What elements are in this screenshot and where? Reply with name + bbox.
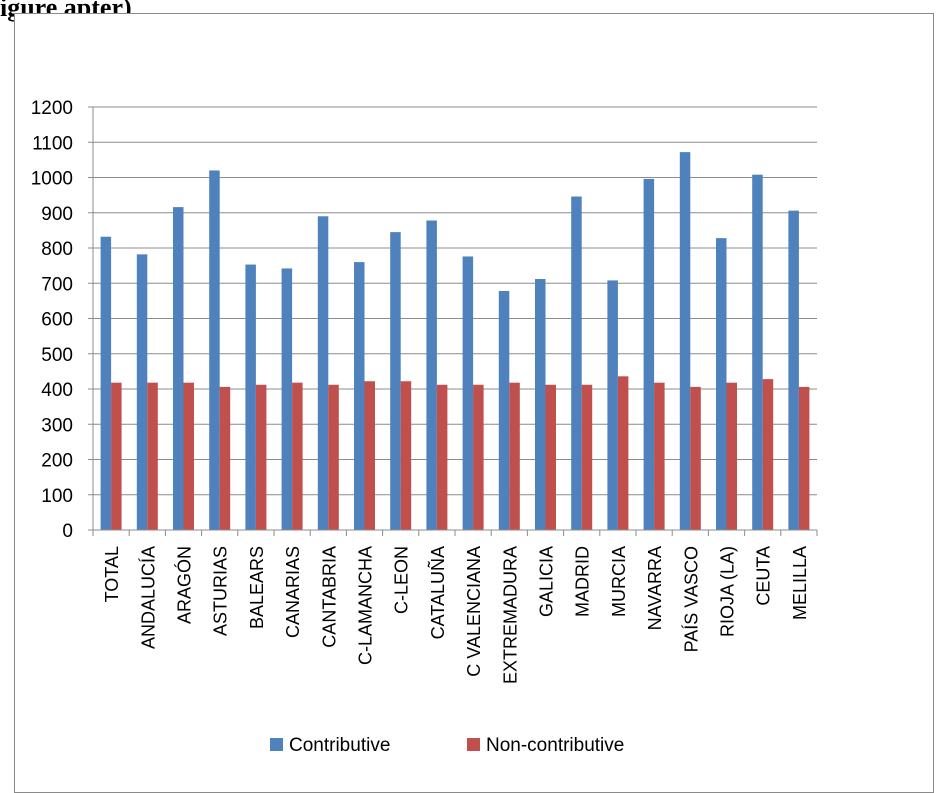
contributive-bar	[498, 291, 510, 530]
bars	[100, 152, 810, 531]
category-label: ASTURIAS	[211, 546, 231, 636]
non-contributive-bar	[545, 384, 556, 530]
category-label: CANARIAS	[283, 546, 303, 638]
contributive-bar	[679, 152, 691, 530]
contributive-bar	[571, 196, 582, 530]
contributive-bar	[716, 238, 727, 530]
non-contributive-bar	[111, 382, 122, 530]
gridlines	[93, 106, 817, 496]
category-label: C-LAMANCHA	[356, 546, 376, 665]
y-tick-label: 1100	[32, 133, 73, 154]
legend-swatch	[270, 738, 283, 751]
non-contributive-bar	[436, 384, 448, 530]
contributive-bar	[209, 170, 220, 530]
contributive-bar	[535, 279, 546, 530]
non-contributive-bar	[219, 386, 231, 530]
category-label: BALEARS	[247, 546, 267, 629]
y-tick-label: 500	[41, 345, 73, 366]
y-tick-label: 400	[41, 380, 73, 401]
category-label: PAÍS VASCO	[681, 546, 701, 652]
contributive-bar	[245, 264, 256, 530]
category-label: TOTAL	[102, 546, 122, 602]
y-tick-label: 600	[41, 310, 73, 331]
category-label: C-LEON	[392, 546, 412, 614]
non-contributive-bar	[617, 376, 629, 530]
non-contributive-bar	[509, 382, 520, 530]
y-tick-label: 200	[41, 451, 73, 472]
contributive-bar	[788, 210, 799, 530]
non-contributive-bar	[255, 384, 267, 530]
y-tick-label: 700	[41, 274, 73, 295]
y-tick-label: 900	[41, 204, 73, 225]
contributive-bar	[462, 256, 474, 530]
category-label: RIOJA (LA)	[718, 546, 738, 637]
category-label: GALICIA	[537, 546, 557, 617]
x-axis: TOTAL ANDALUCÍA ARAGÓN ASTURIAS BALEARS CANAR…	[92, 529, 818, 684]
non-contributive-bar	[400, 381, 412, 530]
category-label: C VALENCIANA	[464, 546, 484, 677]
category-label: EXTREMADURA	[500, 546, 520, 684]
category-label: NAVARRA	[645, 546, 665, 630]
contributive-bar	[607, 280, 618, 530]
non-contributive-bar	[473, 384, 484, 530]
contributive-bar	[100, 236, 112, 530]
contributive-bar	[643, 178, 655, 530]
category-label: MELILLA	[790, 546, 810, 620]
non-contributive-bar	[726, 382, 737, 530]
bar-chart: 0 100 200 300 400 500 600 700 800 900 1000 1100 1200…	[31, 98, 818, 756]
legend-label: Non-contributive	[486, 735, 624, 756]
non-contributive-bar	[292, 382, 303, 530]
legend-swatch	[467, 738, 480, 751]
category-label: CANTABRIA	[319, 546, 339, 648]
non-contributive-bar	[581, 384, 593, 530]
category-label: MURCIA	[609, 546, 629, 617]
category-label: MADRID	[573, 546, 593, 617]
y-tick-label: 1000	[31, 169, 73, 190]
contributive-bar	[136, 254, 148, 530]
contributive-bar	[390, 232, 401, 530]
contributive-bar	[281, 268, 293, 530]
non-contributive-bar	[328, 384, 339, 530]
legend-label: Contributive	[289, 735, 390, 756]
category-label: ANDALUCÍA	[138, 546, 158, 649]
contributive-bar	[354, 262, 365, 530]
non-contributive-bar	[654, 382, 665, 530]
y-tick-label: 800	[41, 239, 73, 260]
non-contributive-bar	[183, 382, 194, 530]
y-tick-label: 0	[62, 521, 73, 542]
legend: Contributive Non-contributive	[270, 735, 624, 756]
non-contributive-bar	[798, 386, 810, 530]
non-contributive-bar	[762, 379, 774, 530]
contributive-bar	[426, 220, 437, 530]
y-tick-label: 1200	[31, 98, 73, 119]
contributive-bar	[752, 174, 763, 530]
category-label: CATALUÑA	[427, 546, 448, 639]
category-label: ARAGÓN	[174, 546, 195, 624]
non-contributive-bar	[364, 381, 375, 530]
y-axis: 0 100 200 300 400 500 600 700 800 900 1000 1100 1200	[31, 98, 94, 542]
non-contributive-bar	[690, 386, 701, 530]
contributive-bar	[173, 207, 184, 531]
y-tick-label: 100	[41, 486, 73, 507]
category-label: CEUTA	[754, 546, 774, 606]
non-contributive-bar	[147, 382, 158, 530]
contributive-bar	[317, 216, 329, 530]
y-tick-label: 300	[41, 415, 73, 436]
